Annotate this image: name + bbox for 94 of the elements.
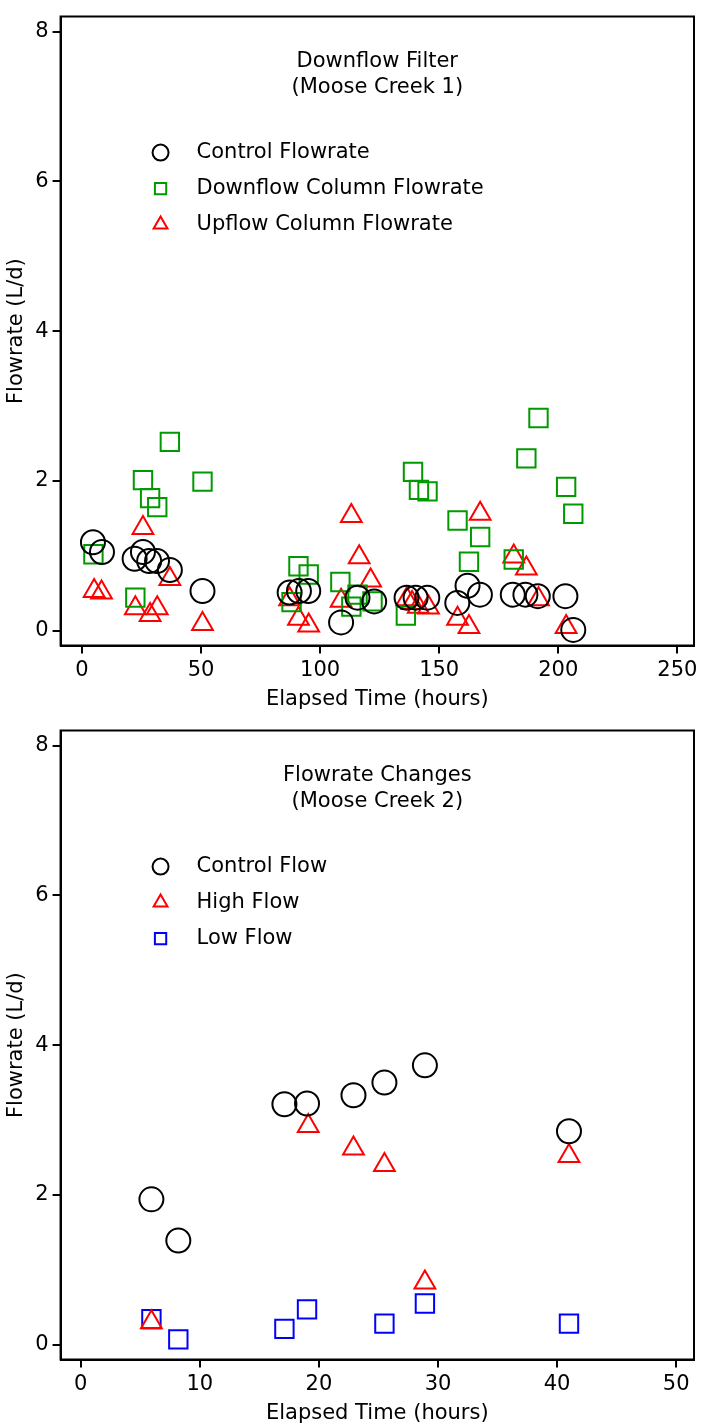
point <box>159 431 181 453</box>
point <box>132 469 154 491</box>
point <box>414 584 441 611</box>
point <box>189 577 216 604</box>
point <box>294 1090 321 1117</box>
point <box>165 1227 192 1254</box>
x-tick-label: 0 <box>74 1370 88 1395</box>
point <box>79 529 106 556</box>
point <box>458 551 480 572</box>
legend-label: Low Flow <box>196 925 293 950</box>
point <box>454 572 481 599</box>
point <box>499 581 526 608</box>
point <box>156 556 183 583</box>
x-tick-label: 30 <box>424 1370 452 1395</box>
point <box>147 496 168 518</box>
point <box>417 481 438 502</box>
point <box>371 1069 398 1096</box>
x-tick-label: 10 <box>186 1370 214 1395</box>
x-tick-label: 200 <box>538 656 579 681</box>
x-tick-label: 250 <box>657 656 698 681</box>
point <box>552 583 579 610</box>
point <box>402 461 424 483</box>
point <box>555 1118 582 1145</box>
point <box>139 487 161 509</box>
point <box>560 616 587 643</box>
point <box>563 503 584 524</box>
text: (Moose Creek 1) <box>291 73 464 98</box>
point <box>344 584 371 611</box>
point <box>374 1313 395 1334</box>
x-tick-label: 40 <box>543 1370 571 1395</box>
point <box>447 510 468 531</box>
point <box>168 1329 189 1350</box>
point <box>555 476 577 498</box>
point <box>271 1091 298 1118</box>
point <box>466 581 493 608</box>
y-tick-label: 6 <box>35 167 49 192</box>
point <box>288 556 309 577</box>
x-tick-label: 50 <box>187 656 215 681</box>
x-axis-title: Elapsed Time (hours) <box>265 685 489 710</box>
point <box>512 581 539 608</box>
point <box>295 577 322 604</box>
point <box>528 407 549 429</box>
point <box>89 539 115 565</box>
y-tick-label: 2 <box>35 1181 49 1206</box>
point <box>340 1082 367 1109</box>
legend-label: Control Flowrate <box>196 139 370 164</box>
point <box>129 539 156 565</box>
point <box>136 547 163 574</box>
x-axis-title: Elapsed Time (hours) <box>265 1399 489 1424</box>
y-tick-label: 0 <box>35 617 49 642</box>
legend-label: Upflow Column Flowrate <box>196 211 453 236</box>
y-axis-title: Flowrate (L/d) <box>3 258 28 404</box>
point <box>121 545 148 572</box>
y-tick-label: 6 <box>35 881 49 906</box>
y-tick-label: 4 <box>35 1031 49 1056</box>
point <box>125 587 146 608</box>
legend-label: Downflow Column Flowrate <box>196 175 484 200</box>
y-tick-label: 0 <box>35 1331 49 1356</box>
point <box>469 526 491 548</box>
legend-label: High Flow <box>196 889 300 914</box>
point <box>285 577 312 604</box>
point <box>330 571 351 593</box>
point <box>503 549 524 570</box>
y-tick-label: 8 <box>35 732 49 757</box>
y-axis-title: Flowrate (L/d) <box>3 972 28 1118</box>
x-tick-label: 100 <box>300 656 341 681</box>
y-tick-label: 4 <box>35 317 49 342</box>
point <box>192 471 213 492</box>
text: Flowrate Changes <box>282 761 472 786</box>
point <box>558 1313 580 1334</box>
x-tick-label: 150 <box>419 656 460 681</box>
point <box>144 547 171 574</box>
point <box>444 589 471 616</box>
point <box>408 479 430 501</box>
y-tick-label: 8 <box>35 18 49 43</box>
text: Downflow Filter <box>296 47 459 72</box>
legend-label: Control Flow <box>196 853 328 878</box>
point <box>298 564 319 585</box>
point <box>361 588 388 615</box>
y-tick-label: 2 <box>35 467 49 492</box>
x-tick-label: 20 <box>305 1370 333 1395</box>
point <box>516 448 537 469</box>
x-tick-label: 0 <box>75 656 89 681</box>
x-tick-label: 50 <box>662 1370 690 1395</box>
point <box>411 1052 438 1079</box>
point <box>276 579 303 606</box>
point <box>274 1318 295 1340</box>
point <box>402 584 429 611</box>
point <box>414 1293 436 1314</box>
text: (Moose Creek 2) <box>291 787 464 812</box>
point <box>328 609 355 636</box>
point <box>395 605 417 626</box>
point <box>296 1299 318 1320</box>
point <box>138 1186 165 1213</box>
